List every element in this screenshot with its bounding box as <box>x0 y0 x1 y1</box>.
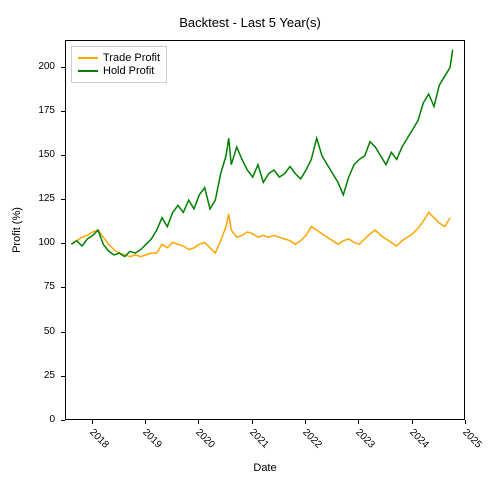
legend-label: Trade Profit <box>103 52 160 64</box>
chart-legend: Trade ProfitHold Profit <box>71 46 167 83</box>
chart-title: Backtest - Last 5 Year(s) <box>0 15 500 30</box>
y-tick-label: 200 <box>0 61 55 72</box>
legend-swatch <box>78 57 98 59</box>
y-tick-mark <box>61 199 65 200</box>
legend-label: Hold Profit <box>103 65 154 77</box>
x-tick-mark <box>145 420 146 424</box>
x-tick-label: 2021 <box>247 427 271 451</box>
legend-item: Trade Profit <box>78 52 160 64</box>
y-tick-label: 125 <box>0 193 55 204</box>
x-tick-label: 2023 <box>354 427 378 451</box>
plot-area <box>65 40 465 420</box>
x-tick-label: 2024 <box>407 427 431 451</box>
x-tick-mark <box>465 420 466 424</box>
x-tick-label: 2022 <box>300 427 324 451</box>
x-tick-label: 2018 <box>87 427 111 451</box>
x-axis-label: Date <box>65 462 465 474</box>
y-axis-label: Profit (%) <box>11 200 23 260</box>
y-tick-mark <box>61 420 65 421</box>
y-tick-mark <box>61 332 65 333</box>
x-tick-mark <box>252 420 253 424</box>
series-line <box>71 212 450 256</box>
y-tick-mark <box>61 111 65 112</box>
x-tick-label: 2019 <box>140 427 164 451</box>
y-tick-label: 75 <box>0 281 55 292</box>
y-tick-label: 175 <box>0 105 55 116</box>
y-tick-label: 100 <box>0 237 55 248</box>
x-tick-mark <box>198 420 199 424</box>
y-tick-mark <box>61 376 65 377</box>
legend-swatch <box>78 70 98 72</box>
y-tick-label: 0 <box>0 414 55 425</box>
y-tick-label: 150 <box>0 149 55 160</box>
x-tick-label: 2025 <box>460 427 484 451</box>
x-tick-label: 2020 <box>194 427 218 451</box>
y-tick-mark <box>61 287 65 288</box>
x-tick-mark <box>305 420 306 424</box>
y-tick-mark <box>61 155 65 156</box>
y-tick-label: 25 <box>0 370 55 381</box>
x-tick-mark <box>358 420 359 424</box>
backtest-chart: Backtest - Last 5 Year(s) Profit (%) Dat… <box>0 0 500 500</box>
y-tick-mark <box>61 243 65 244</box>
x-tick-mark <box>412 420 413 424</box>
x-tick-mark <box>92 420 93 424</box>
y-tick-mark <box>61 67 65 68</box>
chart-svg <box>66 41 466 421</box>
y-tick-label: 50 <box>0 326 55 337</box>
legend-item: Hold Profit <box>78 65 160 77</box>
